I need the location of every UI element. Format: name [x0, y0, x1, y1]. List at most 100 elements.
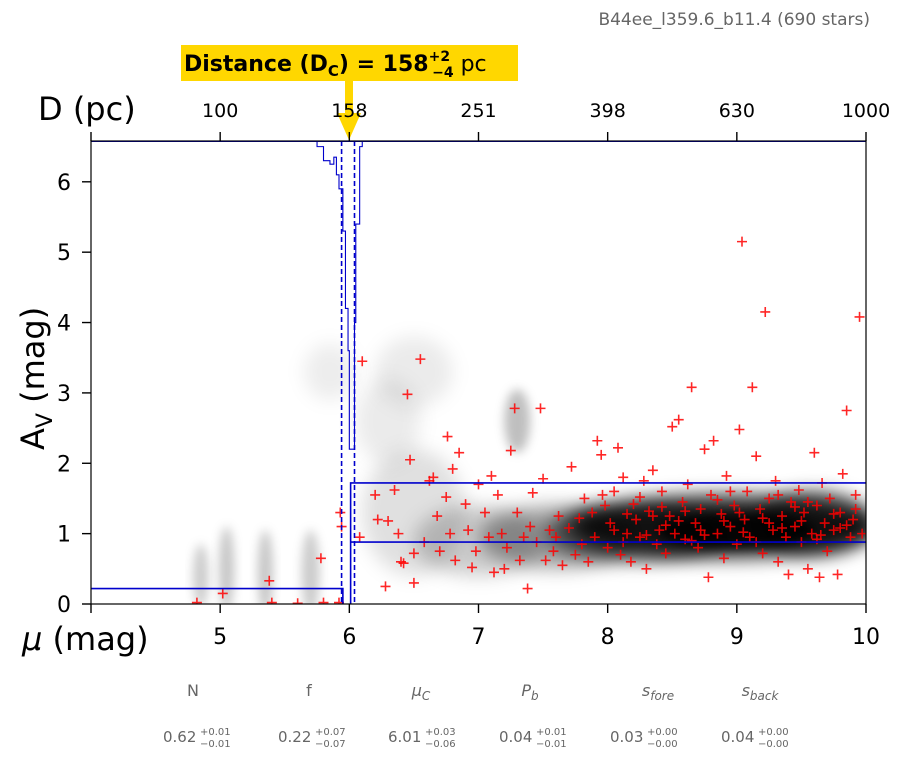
- star-point: [628, 499, 639, 510]
- star-point: [651, 539, 662, 550]
- star-point: [764, 493, 775, 504]
- distance-label-unit: pc: [454, 52, 487, 77]
- y-tick-label: 4: [57, 312, 71, 337]
- star-point: [389, 485, 400, 496]
- star-point: [747, 382, 758, 393]
- x-tick-label: 8: [601, 625, 615, 650]
- star-point: [479, 507, 490, 518]
- star-point: [824, 493, 835, 504]
- density-map: [193, 336, 866, 604]
- x-tick-label: 10: [852, 625, 880, 650]
- y-axis-label-main: A: [14, 428, 52, 450]
- star-point: [656, 486, 667, 497]
- star-point: [609, 486, 620, 497]
- density-blob: [756, 491, 866, 555]
- star-point: [734, 424, 745, 435]
- star-point: [647, 465, 658, 476]
- param-plus: +0.07: [315, 727, 346, 738]
- star-point: [677, 496, 688, 507]
- star-point: [605, 518, 616, 529]
- star-point: [673, 515, 684, 526]
- distance-label-sup: +2: [429, 49, 450, 65]
- distance-arrow: [337, 81, 361, 140]
- star-point: [613, 442, 623, 453]
- x-axis-label-unit: (mag): [42, 620, 148, 658]
- star-point: [669, 528, 680, 539]
- param-minus: −0.01: [536, 739, 567, 750]
- star-point: [789, 521, 800, 532]
- star-point: [618, 472, 629, 483]
- star-point: [576, 539, 587, 550]
- star-point: [587, 507, 598, 518]
- star-point: [548, 546, 559, 557]
- star-point: [622, 528, 633, 539]
- star-point: [734, 507, 745, 518]
- star-point: [712, 528, 723, 539]
- star-point: [574, 513, 585, 524]
- star-point: [718, 553, 729, 564]
- star-point: [383, 515, 394, 526]
- star-point: [354, 532, 365, 543]
- param-name: f: [306, 681, 312, 700]
- star-point: [470, 546, 481, 557]
- star-point: [706, 489, 716, 500]
- star-point: [664, 511, 675, 522]
- star-point: [806, 528, 817, 539]
- star-point: [725, 486, 736, 497]
- x-axis-label: μ (mag): [21, 620, 149, 658]
- star-point: [654, 525, 665, 536]
- star-point: [841, 520, 852, 531]
- star-point: [699, 444, 710, 455]
- star-point: [718, 515, 729, 526]
- star-point: [686, 535, 697, 546]
- param-minus: −0.06: [425, 739, 456, 750]
- star-point: [370, 489, 381, 500]
- param-value: 0.62: [163, 728, 196, 746]
- y-tick-label: 5: [57, 241, 71, 266]
- star-point: [777, 511, 788, 522]
- density-blob: [362, 449, 466, 576]
- star-point: [841, 405, 852, 416]
- star-point: [656, 501, 667, 512]
- star-point: [589, 532, 600, 543]
- star-point: [693, 542, 704, 553]
- star-point: [460, 499, 471, 510]
- star-point: [579, 493, 590, 504]
- distance-arrow-shaft: [345, 81, 353, 116]
- density-blob: [301, 530, 320, 604]
- param-plus: +0.01: [200, 727, 231, 738]
- param-name: N: [187, 681, 199, 700]
- x-tick-label: 5: [213, 625, 227, 650]
- star-point: [408, 577, 419, 588]
- star-point: [755, 504, 766, 515]
- star-point: [770, 475, 781, 486]
- param-plus: +0.00: [647, 727, 678, 738]
- star-point: [796, 515, 807, 526]
- star-point: [527, 487, 538, 498]
- x-tick-label: 9: [730, 625, 744, 650]
- star-point: [489, 567, 499, 578]
- param-minus: −0.00: [647, 739, 678, 750]
- star-point: [372, 514, 383, 525]
- y-axis-label-sub: V: [33, 413, 58, 428]
- star-point: [428, 472, 439, 483]
- density-blob: [218, 526, 235, 604]
- top-axis-label: D (pc): [38, 90, 136, 128]
- y-tick-label: 0: [57, 593, 71, 618]
- star-point: [501, 542, 512, 553]
- star-point: [518, 532, 529, 543]
- star-point: [682, 479, 693, 490]
- star-point: [509, 403, 520, 414]
- star-point: [634, 532, 645, 543]
- density-blob: [304, 343, 356, 400]
- star-point: [737, 236, 747, 247]
- y-axis-label-unit: (mag): [14, 307, 52, 413]
- star-point: [566, 461, 577, 472]
- star-point: [850, 489, 861, 500]
- distance-label-eq: ) = 158: [339, 52, 429, 77]
- y-tick-label: 6: [57, 171, 71, 196]
- star-point: [764, 518, 775, 529]
